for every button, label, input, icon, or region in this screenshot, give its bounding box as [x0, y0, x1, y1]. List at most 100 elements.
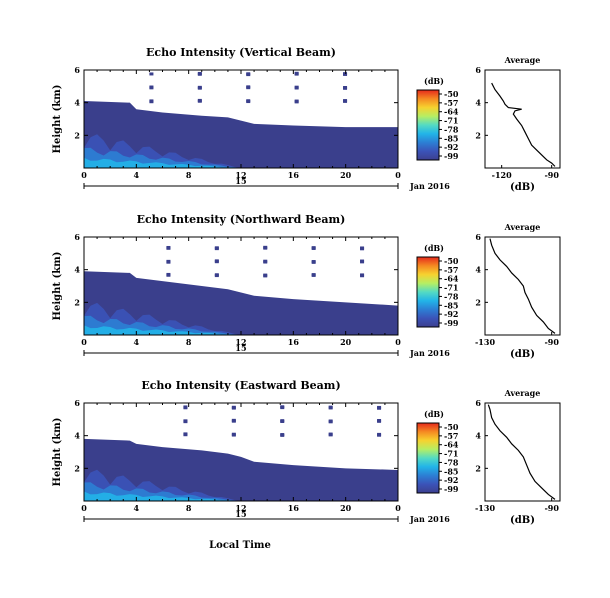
profile-frame [484, 402, 561, 502]
colorbar-tick-label: -99 [444, 484, 459, 494]
echo-patch [280, 433, 285, 437]
echo-patch [377, 433, 382, 437]
echo-patch [377, 406, 382, 410]
echo-patch [294, 100, 299, 104]
echo-patch [246, 86, 251, 90]
echo-patch [263, 246, 268, 250]
profile-line [489, 238, 556, 334]
echo-patch [149, 112, 154, 116]
profile-y-tick-label: 4 [475, 98, 481, 108]
x-tick-label: 0 [395, 170, 401, 180]
x-tick-label: 8 [186, 503, 192, 513]
echo-layer-2 [84, 147, 398, 168]
echo-patch [197, 86, 202, 90]
x-tick-label: 4 [134, 337, 140, 347]
echo-patch [360, 260, 365, 264]
colorbar [416, 422, 440, 494]
colorbar-tick-label: -78 [444, 457, 459, 467]
echo-patch [214, 247, 219, 251]
x-tick-label: 0 [81, 503, 87, 513]
x-tick-label: 12 [235, 337, 246, 347]
x-tick-label: 8 [186, 337, 192, 347]
echo-patch [246, 100, 251, 104]
echo-region [84, 271, 398, 335]
profile-y-tick-label: 4 [475, 265, 481, 275]
colorbar-label: (dB) [424, 243, 444, 253]
colorbar-tick-label: -92 [444, 475, 458, 485]
colorbar-tick-label: -71 [444, 449, 458, 459]
x-tick-label: 16 [288, 170, 300, 180]
profile-y-tick-label: 2 [475, 463, 481, 473]
x-tick-label: 0 [395, 503, 401, 513]
echo-patch [197, 99, 202, 103]
echo-region [84, 438, 398, 501]
colorbar-tick-label: -57 [444, 98, 458, 108]
y-axis-label: Height (km) [52, 85, 63, 154]
profile-y-tick-label: 2 [475, 297, 481, 307]
date-tick-label: 15 [235, 176, 246, 186]
colorbar-tick-label: -71 [444, 283, 458, 293]
x-tick-label: 4 [134, 503, 140, 513]
colorbar [416, 89, 440, 161]
echo-patch [294, 86, 299, 90]
echo-region [84, 101, 398, 168]
echo-patch [328, 433, 333, 437]
profile-x-label: (dB) [510, 349, 535, 360]
echo-patch [328, 406, 333, 410]
colorbar-tick-label: -50 [444, 256, 459, 266]
profile-y-tick-label: 4 [475, 431, 481, 441]
colorbar-tick-label: -57 [444, 431, 458, 441]
colorbar-tick-label: -71 [444, 116, 458, 126]
y-tick-label: 2 [74, 463, 80, 473]
profile-x-tick-label: -130 [475, 337, 495, 347]
colorbar-tick-label: -64 [444, 274, 459, 284]
y-axis-label: Height (km) [52, 418, 63, 487]
date-tick-label: 15 [235, 343, 246, 353]
echo-patch [231, 406, 236, 410]
colorbar-tick-label: -99 [444, 318, 459, 328]
panel-1: Echo Intensity (Vertical Beam) 0 4 8 12 16 20 0… [52, 46, 561, 193]
panel-title: Echo Intensity (Northward Beam) [137, 213, 346, 226]
panel-3: Echo Intensity (Eastward Beam) 0 4 8 12 16 20 0… [52, 379, 561, 526]
profile-y-tick-label: 6 [475, 398, 481, 408]
x-tick-label: 20 [340, 170, 352, 180]
echo-patch [311, 260, 316, 264]
colorbar-tick-label: -50 [444, 89, 459, 99]
x-tick-label: 12 [235, 503, 246, 513]
colorbar-label: (dB) [424, 409, 444, 419]
echo-patch [343, 86, 348, 90]
echo-patch [263, 274, 268, 278]
x-tick-label: 16 [288, 503, 300, 513]
x-tick-label: 8 [186, 170, 192, 180]
y-tick-label: 4 [74, 98, 80, 108]
y-tick-label: 2 [74, 297, 80, 307]
y-tick-label: 2 [74, 130, 80, 140]
colorbar-tick-label: -64 [444, 107, 459, 117]
echo-layer-3 [84, 491, 398, 501]
colorbar-tick-label: -85 [444, 300, 458, 310]
panel-title: Echo Intensity (Vertical Beam) [146, 46, 336, 59]
colorbar-tick-label: -85 [444, 466, 458, 476]
y-tick-label: 4 [74, 431, 80, 441]
echo-patch [294, 72, 299, 76]
x-tick-label: 0 [81, 170, 87, 180]
date-label: Jan 2016 [409, 181, 450, 191]
profile-title: Average [504, 55, 541, 65]
echo-patch [280, 406, 285, 410]
echo-patch [231, 419, 236, 423]
echo-patch [149, 72, 154, 76]
colorbar-tick-label: -50 [444, 422, 459, 432]
profile-title: Average [504, 222, 541, 232]
profile-x-tick-label: -90 [544, 503, 559, 513]
echo-patch [343, 99, 348, 103]
profile-x-tick-label: -120 [492, 170, 512, 180]
y-tick-label: 6 [74, 232, 80, 242]
echo-patch [360, 274, 365, 278]
echo-patch [360, 247, 365, 251]
echo-patch [166, 273, 171, 277]
echo-patch [197, 72, 202, 76]
profile-x-tick-label: -90 [544, 170, 559, 180]
colorbar-tick-label: -57 [444, 265, 458, 275]
echo-layer-2 [84, 482, 398, 501]
profile-x-label: (dB) [510, 515, 535, 526]
